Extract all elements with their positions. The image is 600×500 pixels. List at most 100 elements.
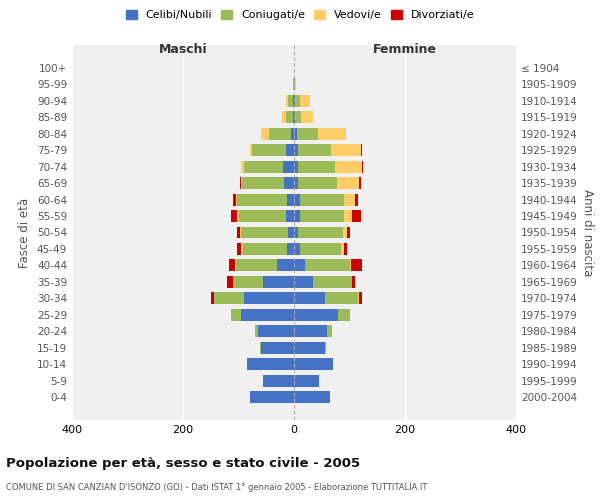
Bar — [284, 177, 294, 189]
Bar — [294, 243, 299, 255]
Bar — [301, 112, 313, 124]
Bar — [358, 292, 359, 304]
Bar — [260, 342, 294, 353]
Bar — [294, 210, 299, 222]
Bar — [294, 342, 325, 353]
Bar — [350, 260, 362, 272]
Bar — [241, 161, 244, 172]
Bar — [359, 292, 362, 304]
Bar — [298, 226, 343, 238]
Legend: Celibi/Nubili, Coniugati/e, Vedovi/e, Divorziati/e: Celibi/Nubili, Coniugati/e, Vedovi/e, Di… — [121, 6, 479, 25]
Bar — [244, 161, 283, 172]
Bar — [238, 194, 287, 205]
Bar — [293, 112, 294, 124]
Bar — [283, 161, 294, 172]
Bar — [289, 226, 294, 238]
Bar — [295, 95, 299, 107]
Y-axis label: Anni di nascita: Anni di nascita — [581, 189, 594, 276]
Y-axis label: Fasce di età: Fasce di età — [19, 198, 31, 268]
Bar — [241, 309, 294, 320]
Bar — [277, 260, 294, 272]
Bar — [313, 276, 352, 288]
Bar — [233, 194, 236, 205]
Bar — [297, 128, 318, 140]
Bar — [344, 194, 355, 205]
Bar — [241, 177, 242, 189]
Bar — [263, 374, 294, 386]
Bar — [237, 243, 241, 255]
Bar — [362, 161, 364, 172]
Bar — [244, 292, 294, 304]
Bar — [291, 128, 294, 140]
Bar — [294, 95, 295, 107]
Bar — [236, 260, 277, 272]
Bar — [343, 226, 347, 238]
Bar — [231, 309, 241, 320]
Bar — [236, 194, 238, 205]
Bar — [331, 144, 361, 156]
Bar — [233, 276, 263, 288]
Bar — [263, 276, 294, 288]
Bar — [359, 177, 361, 189]
Bar — [298, 144, 331, 156]
Bar — [293, 95, 294, 107]
Bar — [344, 210, 352, 222]
Bar — [250, 144, 253, 156]
Bar — [241, 226, 289, 238]
Bar — [239, 226, 241, 238]
Bar — [294, 112, 295, 124]
Bar — [229, 260, 235, 272]
Bar — [299, 210, 344, 222]
Bar — [253, 144, 286, 156]
Text: Femmine: Femmine — [373, 44, 437, 57]
Bar — [299, 243, 341, 255]
Bar — [294, 144, 298, 156]
Bar — [294, 374, 319, 386]
Bar — [235, 260, 236, 272]
Bar — [344, 243, 347, 255]
Bar — [239, 210, 286, 222]
Bar — [260, 128, 269, 140]
Bar — [294, 260, 305, 272]
Bar — [269, 128, 291, 140]
Bar — [287, 243, 294, 255]
Bar — [231, 210, 237, 222]
Bar — [361, 144, 362, 156]
Bar — [349, 260, 350, 272]
Bar — [341, 243, 344, 255]
Bar — [282, 112, 286, 124]
Bar — [337, 177, 359, 189]
Bar — [237, 226, 239, 238]
Bar — [293, 78, 294, 90]
Bar — [338, 309, 349, 320]
Bar — [286, 210, 294, 222]
Bar — [299, 95, 310, 107]
Bar — [298, 177, 337, 189]
Bar — [352, 210, 361, 222]
Bar — [352, 276, 355, 288]
Bar — [347, 226, 350, 238]
Bar — [255, 326, 258, 337]
Bar — [294, 276, 313, 288]
Bar — [294, 177, 298, 189]
Bar — [294, 358, 333, 370]
Bar — [286, 95, 289, 107]
Bar — [294, 326, 328, 337]
Bar — [328, 326, 332, 337]
Bar — [227, 276, 233, 288]
Bar — [298, 161, 335, 172]
Bar — [305, 260, 349, 272]
Bar — [294, 391, 330, 403]
Bar — [214, 292, 244, 304]
Bar — [318, 128, 346, 140]
Bar — [294, 309, 338, 320]
Bar — [325, 342, 326, 353]
Bar — [299, 194, 344, 205]
Bar — [295, 112, 301, 124]
Bar — [355, 194, 358, 205]
Text: Maschi: Maschi — [158, 44, 208, 57]
Bar — [237, 210, 239, 222]
Bar — [294, 128, 297, 140]
Bar — [239, 177, 241, 189]
Text: Popolazione per età, sesso e stato civile - 2005: Popolazione per età, sesso e stato civil… — [6, 458, 360, 470]
